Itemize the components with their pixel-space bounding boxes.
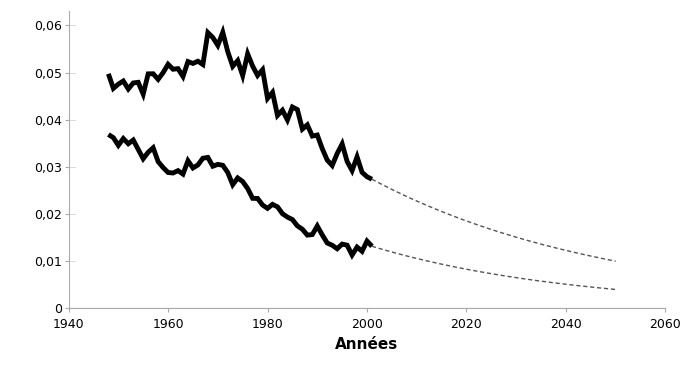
X-axis label: Années: Années (335, 337, 399, 352)
